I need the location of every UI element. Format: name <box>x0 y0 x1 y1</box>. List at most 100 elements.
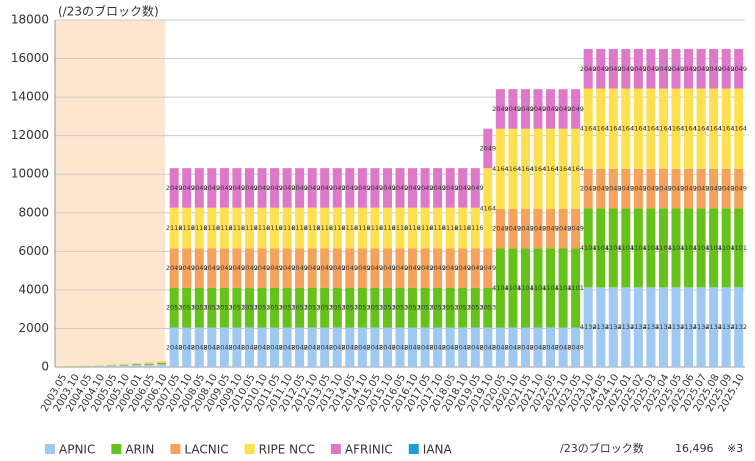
bar-segment <box>721 49 731 89</box>
legend-label: IANA <box>423 443 453 457</box>
bar-segment <box>646 168 656 209</box>
bar-segment <box>207 248 217 288</box>
value-label: 2049 <box>730 65 747 73</box>
value-label: 2049 <box>279 184 296 192</box>
value-label: 2049 <box>454 184 471 192</box>
bar-segment <box>508 208 518 249</box>
bar-segment <box>533 248 543 328</box>
value-label: 4164 <box>630 125 647 133</box>
bar-segment <box>370 327 380 367</box>
legend-swatch <box>244 444 255 454</box>
bar-segment <box>357 287 367 328</box>
bar-segment <box>445 287 455 328</box>
bar-segment <box>307 287 317 328</box>
value-label: 4164 <box>693 125 710 133</box>
bar-segment <box>483 168 493 249</box>
value-label: 2048 <box>480 343 497 351</box>
value-label: 2048 <box>517 343 534 351</box>
value-label: 2053 <box>178 304 195 312</box>
bar-segment <box>408 287 418 328</box>
bar-segment <box>671 208 681 288</box>
bar-segment <box>395 287 405 328</box>
bar-segment <box>633 287 643 367</box>
value-label: 2049 <box>567 105 584 113</box>
bar-segment <box>282 207 292 249</box>
value-label: 4164 <box>492 165 509 173</box>
value-label: 2053 <box>329 304 346 312</box>
value-label: 2048 <box>429 343 446 351</box>
value-label: 2053 <box>442 304 459 312</box>
bar-segment <box>658 287 668 367</box>
value-label: 2116 <box>467 224 484 232</box>
bar-segment <box>495 89 505 129</box>
legend-label: LACNIC <box>184 443 228 457</box>
value-label: 2053 <box>291 304 308 312</box>
bar-segment <box>696 287 706 367</box>
value-label: 2053 <box>316 304 333 312</box>
value-label: 4164 <box>592 125 609 133</box>
bar-segment <box>470 248 480 288</box>
value-label: 2048 <box>530 343 547 351</box>
value-label: 2049 <box>354 184 371 192</box>
bar-segment <box>132 365 142 367</box>
bar-segment <box>395 248 405 288</box>
value-label: 4164 <box>718 125 735 133</box>
value-label: 4132 <box>730 323 747 331</box>
value-label: 2048 <box>379 343 396 351</box>
bar-segment <box>658 88 668 169</box>
value-label: 2116 <box>417 224 434 232</box>
bar-segment <box>583 49 593 89</box>
value-label: 2048 <box>542 343 559 351</box>
bar-segment <box>433 327 443 367</box>
value-label: 2049 <box>555 105 572 113</box>
bar-segment <box>169 287 179 328</box>
value-label: 4164 <box>680 125 697 133</box>
value-label: 2049 <box>329 184 346 192</box>
bar-segment <box>633 168 643 209</box>
value-label: 2049 <box>580 185 597 193</box>
bar-segment <box>219 248 229 288</box>
bar-segment <box>420 248 430 288</box>
note: ※3 <box>727 442 743 455</box>
value-label: 2049 <box>191 184 208 192</box>
bar-segment <box>244 207 254 249</box>
value-label: 4164 <box>655 125 672 133</box>
bar-segment <box>295 168 305 208</box>
value-label: 2048 <box>191 343 208 351</box>
value-label: 2049 <box>204 184 221 192</box>
value-label: 4101 <box>580 244 597 252</box>
bar-segment <box>232 327 242 367</box>
legend-label: AFRINIC <box>345 443 393 457</box>
value-label: 2053 <box>429 304 446 312</box>
value-label: 2049 <box>392 264 409 272</box>
bar-segment <box>157 364 167 367</box>
value-label: 2048 <box>291 343 308 351</box>
value-label: 2053 <box>254 304 271 312</box>
bar-segment <box>684 49 694 89</box>
value-label: 2053 <box>266 304 283 312</box>
value-label: 4101 <box>505 284 522 292</box>
bar-segment <box>734 88 744 169</box>
bar-segment <box>119 363 129 365</box>
bar-segment <box>633 49 643 89</box>
bar-segment <box>520 89 530 129</box>
bar-segment <box>621 168 631 209</box>
value-label: 2116 <box>392 224 409 232</box>
value-label: 2049 <box>367 264 384 272</box>
value-label: 4132 <box>618 323 635 331</box>
value-label: 2049 <box>367 184 384 192</box>
value-label: 2048 <box>166 343 183 351</box>
bar-segment <box>282 287 292 328</box>
value-label: 2049 <box>429 264 446 272</box>
bar-segment <box>345 327 355 367</box>
bar-segment <box>533 89 543 129</box>
bar-segment <box>207 168 217 208</box>
bar-segment <box>270 248 280 288</box>
value-label: 2116 <box>316 224 333 232</box>
bar-segment <box>307 168 317 208</box>
value-label: 2049 <box>555 225 572 233</box>
bar-segment <box>345 248 355 288</box>
bar-segment <box>81 366 91 367</box>
value-label: 2116 <box>367 224 384 232</box>
value-label: 2049 <box>630 185 647 193</box>
